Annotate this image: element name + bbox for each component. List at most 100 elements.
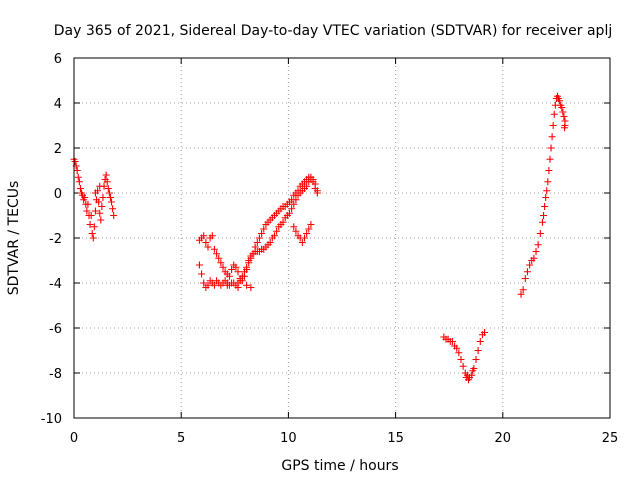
data-point — [559, 108, 567, 116]
data-point — [71, 158, 79, 165]
y-tick-label: -2 — [49, 232, 62, 247]
grid — [74, 58, 610, 418]
data-point — [202, 239, 210, 246]
data-point — [294, 187, 302, 195]
data-point — [305, 225, 313, 233]
data-point — [200, 232, 208, 240]
data-point — [102, 171, 110, 179]
data-point — [290, 200, 298, 208]
chart-title: Day 365 of 2021, Sidereal Day-to-day VTE… — [54, 23, 612, 39]
data-point — [536, 230, 544, 237]
data-point — [253, 239, 261, 246]
data-point — [236, 277, 244, 285]
data-point — [549, 122, 557, 129]
data-point — [99, 194, 107, 201]
data-point — [313, 187, 321, 195]
axis-ticks: 0 5 10 15 20 25 -10 -8 -6 -4 -2 0 2 4 6 — [41, 52, 619, 446]
data-point — [87, 212, 95, 219]
data-point — [534, 241, 542, 249]
data-point — [83, 207, 91, 215]
data-point — [469, 367, 477, 375]
data-point — [288, 196, 296, 204]
data-point — [89, 234, 97, 242]
data-point — [273, 227, 281, 235]
data-point — [225, 272, 233, 280]
data-point — [228, 266, 236, 273]
data-point — [249, 250, 257, 258]
data-point — [255, 234, 263, 242]
data-point — [298, 239, 306, 246]
data-point — [474, 347, 482, 354]
data-point — [481, 329, 489, 336]
data-point — [247, 254, 255, 262]
data-point — [74, 173, 82, 181]
y-tick-label: -8 — [49, 367, 62, 382]
data-point — [541, 203, 549, 210]
data-point — [303, 230, 311, 237]
data-point — [109, 205, 117, 213]
data-point — [453, 344, 461, 352]
data-point — [210, 281, 218, 289]
data-point — [544, 178, 552, 186]
y-tick-label: -10 — [41, 412, 62, 427]
data-point — [106, 194, 114, 201]
data-point — [215, 254, 223, 262]
data-point — [96, 209, 104, 217]
data-point — [542, 194, 550, 201]
data-point — [468, 371, 476, 379]
data-point — [223, 281, 231, 289]
data-point — [251, 243, 259, 251]
data-point — [270, 232, 278, 240]
data-point — [462, 374, 470, 381]
data-point — [556, 97, 564, 105]
x-tick-label: 5 — [177, 431, 185, 446]
data-point — [532, 248, 540, 255]
data-point — [546, 155, 554, 163]
data-point — [526, 261, 534, 269]
data-point — [543, 187, 551, 195]
data-point — [95, 198, 103, 206]
data-point — [91, 189, 99, 197]
data-point — [217, 259, 225, 267]
data-point — [76, 185, 84, 192]
data-point — [86, 221, 94, 228]
data-point — [232, 263, 240, 271]
data-point — [105, 189, 113, 197]
data-point — [309, 176, 317, 183]
data-point — [260, 225, 268, 233]
data-point — [103, 178, 111, 186]
data-point — [240, 268, 248, 276]
data-point — [521, 275, 529, 282]
data-point — [290, 223, 298, 231]
data-point — [110, 212, 118, 219]
data-point — [538, 218, 546, 226]
data-point — [91, 207, 99, 215]
data-point — [234, 268, 242, 276]
x-tick-label: 15 — [387, 431, 404, 446]
data-point — [247, 284, 255, 291]
y-tick-label: -6 — [49, 322, 62, 337]
data-point — [238, 272, 246, 280]
data-point — [204, 281, 212, 289]
data-point — [195, 261, 203, 269]
y-tick-label: 0 — [54, 187, 62, 202]
data-point — [200, 279, 208, 287]
data-point — [476, 338, 484, 345]
data-point — [285, 209, 293, 217]
data-point — [208, 232, 216, 240]
data-point — [258, 230, 266, 237]
data-point — [292, 227, 300, 235]
data-point — [213, 250, 221, 258]
y-tick-label: 4 — [54, 97, 62, 112]
data-point — [97, 216, 105, 224]
data-point — [530, 254, 538, 262]
data-point — [561, 124, 569, 132]
data-point — [108, 198, 116, 206]
y-axis-label: SDTVAR / TECUs — [6, 181, 22, 296]
data-point — [88, 230, 96, 237]
data-point — [459, 362, 467, 370]
data-point — [560, 113, 568, 120]
data-point — [540, 212, 548, 219]
data-point — [98, 203, 106, 210]
